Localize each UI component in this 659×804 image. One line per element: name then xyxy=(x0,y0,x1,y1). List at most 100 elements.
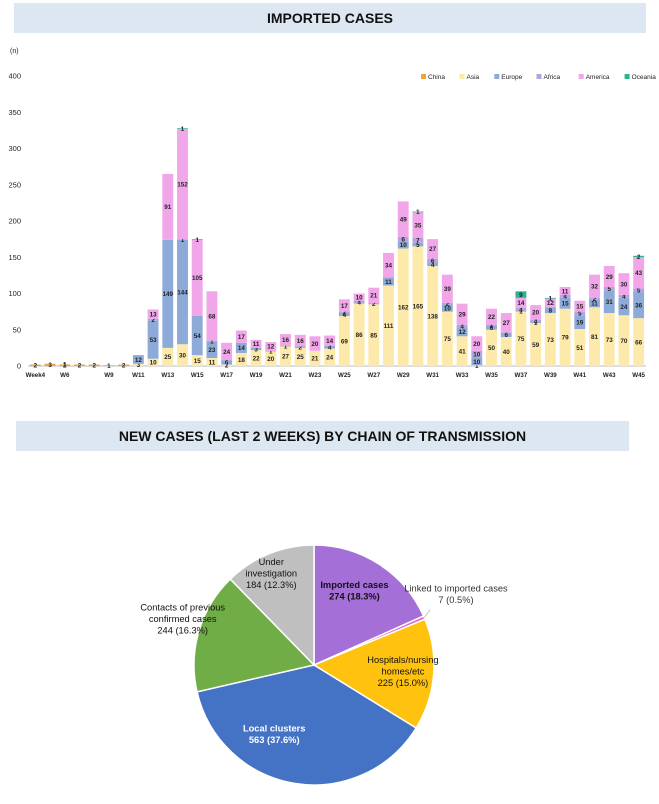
bar-segment xyxy=(29,364,41,366)
bar-value-label: 12 xyxy=(547,300,555,307)
bar-segment xyxy=(353,300,365,304)
bar-value-label: 4 xyxy=(622,294,626,301)
pie-slice xyxy=(313,544,425,667)
bar-value-label: 2 xyxy=(63,363,67,370)
bar-segment xyxy=(544,298,556,308)
bar-segment xyxy=(559,294,571,298)
x-tick-label: W19 xyxy=(250,372,263,379)
bar-segment xyxy=(559,308,571,366)
bar-value-label: 8 xyxy=(549,307,553,314)
bar-value-label: 21 xyxy=(311,356,319,363)
bar-segment xyxy=(250,339,262,348)
bar-value-label: 70 xyxy=(620,338,628,345)
bar-value-label: 35 xyxy=(414,222,422,229)
x-tick-label: W43 xyxy=(603,372,616,379)
bar-segment xyxy=(633,288,645,293)
bar-segment xyxy=(618,297,630,316)
bar-value-label: 1 xyxy=(181,126,185,133)
legend-swatch xyxy=(459,74,465,79)
bar-value-label: 2 xyxy=(122,363,126,370)
y-tick-label: 350 xyxy=(8,108,21,117)
legend-label: America xyxy=(586,74,610,81)
bar-segment xyxy=(559,297,571,309)
pie-slice xyxy=(312,618,435,730)
bar-value-label: 75 xyxy=(444,336,452,343)
legend-label: China xyxy=(428,74,445,81)
bar-value-label: 43 xyxy=(635,270,643,277)
bar-value-label: 1 xyxy=(416,209,420,216)
bar-value-label: 7 xyxy=(416,238,420,245)
bar-segment xyxy=(265,342,277,351)
legend-label: Asia xyxy=(467,74,480,81)
bar-segment xyxy=(603,290,615,314)
imported-cases-banner: IMPORTED CASES xyxy=(14,3,646,33)
bar-segment xyxy=(59,364,71,366)
bar-segment xyxy=(427,258,439,264)
bar-value-label: 81 xyxy=(591,334,599,341)
bar-segment xyxy=(191,315,203,356)
y-tick-label: 400 xyxy=(8,72,21,81)
bar-segment xyxy=(544,307,556,314)
bar-value-label: 27 xyxy=(503,320,511,327)
bar-value-label: 15 xyxy=(576,303,584,310)
bar-value-label: 5 xyxy=(607,286,611,293)
bar-segment xyxy=(441,274,453,303)
bar-segment xyxy=(456,324,468,328)
x-tick-label: W9 xyxy=(104,372,114,379)
bar-segment xyxy=(397,236,409,242)
bar-value-label: 40 xyxy=(503,349,511,356)
bar-segment xyxy=(338,311,350,314)
bar-segment xyxy=(603,313,615,366)
bar-value-label: 1 xyxy=(534,320,538,327)
bar-value-label: 162 xyxy=(398,305,409,312)
bar-value-label: 24 xyxy=(620,304,628,311)
bar-value-label: 105 xyxy=(192,275,203,282)
bar-value-label: 79 xyxy=(562,335,570,342)
bar-segment xyxy=(456,303,468,325)
bar-value-label: 27 xyxy=(282,354,290,361)
bar-value-label: 6 xyxy=(225,360,229,367)
pie-slice-value-label: 7 (0.5%) xyxy=(438,595,473,605)
bar-value-label: 73 xyxy=(606,337,614,344)
bar-segment xyxy=(574,311,586,316)
bar-segment xyxy=(471,365,483,366)
bar-segment xyxy=(206,358,218,366)
bar-value-label: 22 xyxy=(253,355,261,362)
bar-segment xyxy=(544,297,556,299)
bar-segment xyxy=(162,239,174,348)
bar-value-label: 25 xyxy=(164,354,172,361)
bar-segment xyxy=(368,287,380,303)
bar-value-label: 22 xyxy=(488,314,496,321)
bar-segment xyxy=(427,239,439,259)
bar-value-label: 165 xyxy=(413,303,424,310)
pie-slice-label: Hospitals/nursing xyxy=(367,655,438,665)
bar-segment xyxy=(294,334,306,347)
bar-value-label: 69 xyxy=(341,338,349,345)
bar-segment xyxy=(338,313,350,316)
bar-segment xyxy=(589,274,600,298)
bar-segment xyxy=(338,299,350,312)
bar-segment xyxy=(280,345,291,347)
bar-value-label: 10 xyxy=(444,305,452,312)
bar-segment xyxy=(486,308,497,325)
bar-value-label: 1 xyxy=(475,363,479,370)
bar-value-label: 2 xyxy=(151,317,155,324)
bar-segment xyxy=(280,346,291,366)
bar-value-label: 75 xyxy=(517,336,525,343)
pie-slice-label: Contacts of previous xyxy=(140,603,225,613)
bar-segment xyxy=(177,239,188,240)
bar-value-label: 16 xyxy=(297,338,305,345)
bar-value-label: 2 xyxy=(637,254,641,261)
bar-segment xyxy=(147,358,159,366)
bar-value-label: 51 xyxy=(576,345,584,352)
bar-segment xyxy=(412,246,424,366)
bar-value-label: 49 xyxy=(400,216,408,223)
x-tick-label: Week4 xyxy=(26,372,46,379)
bar-value-label: 144 xyxy=(177,289,188,296)
bar-value-label: 1 xyxy=(195,237,199,244)
bar-segment xyxy=(191,239,203,240)
y-tick-label: 50 xyxy=(13,325,21,334)
bar-segment xyxy=(412,211,424,213)
bar-segment xyxy=(309,336,321,351)
